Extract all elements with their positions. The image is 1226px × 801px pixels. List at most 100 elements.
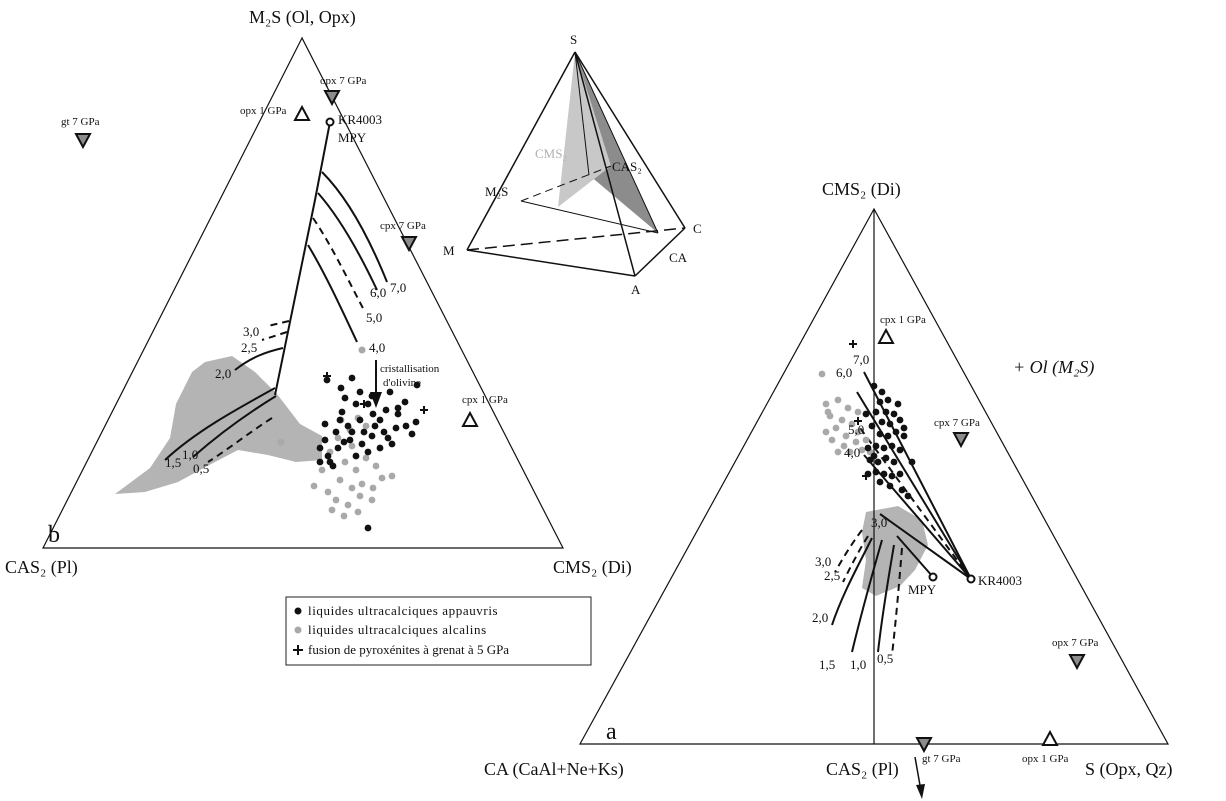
panel-b-depleted-point xyxy=(380,428,388,436)
panel-a-cotectics xyxy=(831,371,972,656)
panel-b-depleted-point xyxy=(402,422,410,430)
panel-a-line-mpy xyxy=(896,535,934,578)
panel-b-opx1-label: opx 1 GPa xyxy=(240,105,287,117)
panel-a-opx7-label: opx 7 GPa xyxy=(1052,637,1099,649)
tetra-join xyxy=(574,51,659,234)
panel-b-p05-label: 0,5 xyxy=(193,461,209,476)
panel-b-opx1-marker xyxy=(293,104,311,121)
panel-a-apex-top-label: CMS₂ (Di) xyxy=(822,179,901,200)
panel-b-alkaline-point xyxy=(388,472,396,480)
panel-b-p40-label: 4,0 xyxy=(369,340,385,355)
panel-b-depleted-point xyxy=(336,416,344,424)
panel-b-depleted-point xyxy=(369,410,377,418)
panel-b-depleted-point xyxy=(388,440,396,448)
tetra-label-cas2: CAS₂ xyxy=(612,159,642,174)
panel-b-apex-left-label: CAS₂ (Pl) xyxy=(5,557,78,578)
panel-b-cotectics xyxy=(164,121,388,463)
panel-a-apex-left-label: CA (CaAl+Ne+Ks) xyxy=(484,759,624,780)
panel-b-phase-markers xyxy=(74,90,479,427)
panel-a-alkaline-point xyxy=(824,408,832,416)
panel-b-p50-label: 5,0 xyxy=(366,310,382,325)
panel-a-cpx7-marker xyxy=(952,432,970,449)
panel-b-isobar-10 xyxy=(192,395,277,458)
panel-a-depleted-point xyxy=(900,424,908,432)
panel-b-depleted-point xyxy=(364,524,372,532)
panel-b-alkaline-point xyxy=(378,474,386,482)
panel-a-depleted-point xyxy=(908,458,916,466)
panel-b-depleted-point xyxy=(324,452,332,460)
panel-b-gt7-label: gt 7 GPa xyxy=(61,116,100,128)
panel-b-pyroxenite-point xyxy=(360,400,368,408)
panel-b-cpx1-marker xyxy=(461,410,479,427)
panel-b-p60-label: 6,0 xyxy=(370,285,386,300)
panel-a-mpy-marker xyxy=(928,572,938,582)
panel-b-depleted-point xyxy=(321,420,329,428)
tetra-edge-hidden xyxy=(466,227,686,251)
panel-a-depleted-point xyxy=(884,396,892,404)
panel-a-isobar-20 xyxy=(831,537,873,626)
tetra-label-m2s: M₂S xyxy=(485,184,508,199)
panel-b-depleted-point xyxy=(334,444,342,452)
panel-b-alkaline-point xyxy=(340,512,348,520)
panel-a-alkaline-point xyxy=(854,408,862,416)
panel-a-pyroxenite-point xyxy=(849,340,857,348)
panel-a-scatter xyxy=(818,340,916,500)
tetra-edges xyxy=(466,51,686,277)
tetra-label-ca: CA xyxy=(669,250,688,265)
panel-b-depleted-point xyxy=(364,448,372,456)
panel-a-isobar-15 xyxy=(851,539,883,653)
panel-a-depleted-point xyxy=(882,408,890,416)
tetra-label-a: A xyxy=(631,282,641,297)
panel-a-alkaline-point xyxy=(822,428,830,436)
panel-a-depleted-point xyxy=(904,492,912,500)
panel-a-apex-right-label: S (Opx, Qz) xyxy=(1085,759,1173,780)
panel-b-depleted-point xyxy=(382,406,390,414)
panel-b-isobar-25 xyxy=(261,331,288,341)
panel-a-liquid-field xyxy=(862,506,928,596)
panel-a-corner-label: a xyxy=(606,719,617,745)
tetra-edge xyxy=(634,227,686,277)
panel-b-alkaline-point xyxy=(354,508,362,516)
panel-a-depleted-points xyxy=(862,382,916,500)
tetra-join xyxy=(520,200,659,234)
panel-a-olivine-note: + Ol (M₂S) xyxy=(1013,357,1094,378)
panel-a-p10-label: 1,0 xyxy=(850,657,866,672)
legend-alkaline-symbol xyxy=(294,626,302,634)
panel-b-depleted-point xyxy=(352,452,360,460)
panel-a-p15-label: 1,5 xyxy=(819,657,835,672)
panel-a-mpy-label: MPY xyxy=(908,582,937,597)
panel-a-alkaline-points xyxy=(818,370,874,456)
panel-a-opx1-marker xyxy=(1041,729,1059,746)
legend-alkaline-label: liquides ultracalciques alcalins xyxy=(308,622,487,637)
panel-b-mpy-label: MPY xyxy=(338,130,367,145)
panel-b-isobar-30 xyxy=(267,320,290,327)
panel-a-alkaline-point xyxy=(862,436,870,444)
panel-a-cpx7-label: cpx 7 GPa xyxy=(934,417,980,429)
panel-b-depleted-point xyxy=(376,416,384,424)
panel-b-alkaline-point xyxy=(332,496,340,504)
panel-a-depleted-point xyxy=(878,388,886,396)
panel-a-depleted-point xyxy=(890,458,898,466)
panel-a-depleted-point xyxy=(900,432,908,440)
panel-b-depleted-point xyxy=(413,381,421,389)
panel-a-alkaline-point xyxy=(848,420,856,428)
panel-b-scatter xyxy=(310,372,428,532)
panel-b-alkaline-point xyxy=(318,466,326,474)
panel-a-p60-label: 6,0 xyxy=(836,365,852,380)
panel-b-depleted-point xyxy=(316,458,324,466)
panel-a-p05-label: 0,5 xyxy=(877,651,893,666)
panel-a-depleted-point xyxy=(898,486,906,494)
panel-b-alkaline-point xyxy=(358,480,366,488)
panel-a-depleted-point xyxy=(892,428,900,436)
panel-a-depleted-point xyxy=(872,408,880,416)
panel-a-depleted-point xyxy=(886,420,894,428)
panel-a-alkaline-point xyxy=(834,448,842,456)
panel-b-depleted-point xyxy=(368,432,376,440)
panel-b-corner-label: b xyxy=(48,522,60,548)
panel-a-kr4003-marker xyxy=(966,574,976,584)
panel-b-depleted-point xyxy=(376,444,384,452)
panel-b-isobar-15 xyxy=(164,387,276,461)
panel-a-depleted-point xyxy=(870,452,878,460)
panel-b-depleted-point xyxy=(321,436,329,444)
tetra-label-c: C xyxy=(693,221,702,236)
